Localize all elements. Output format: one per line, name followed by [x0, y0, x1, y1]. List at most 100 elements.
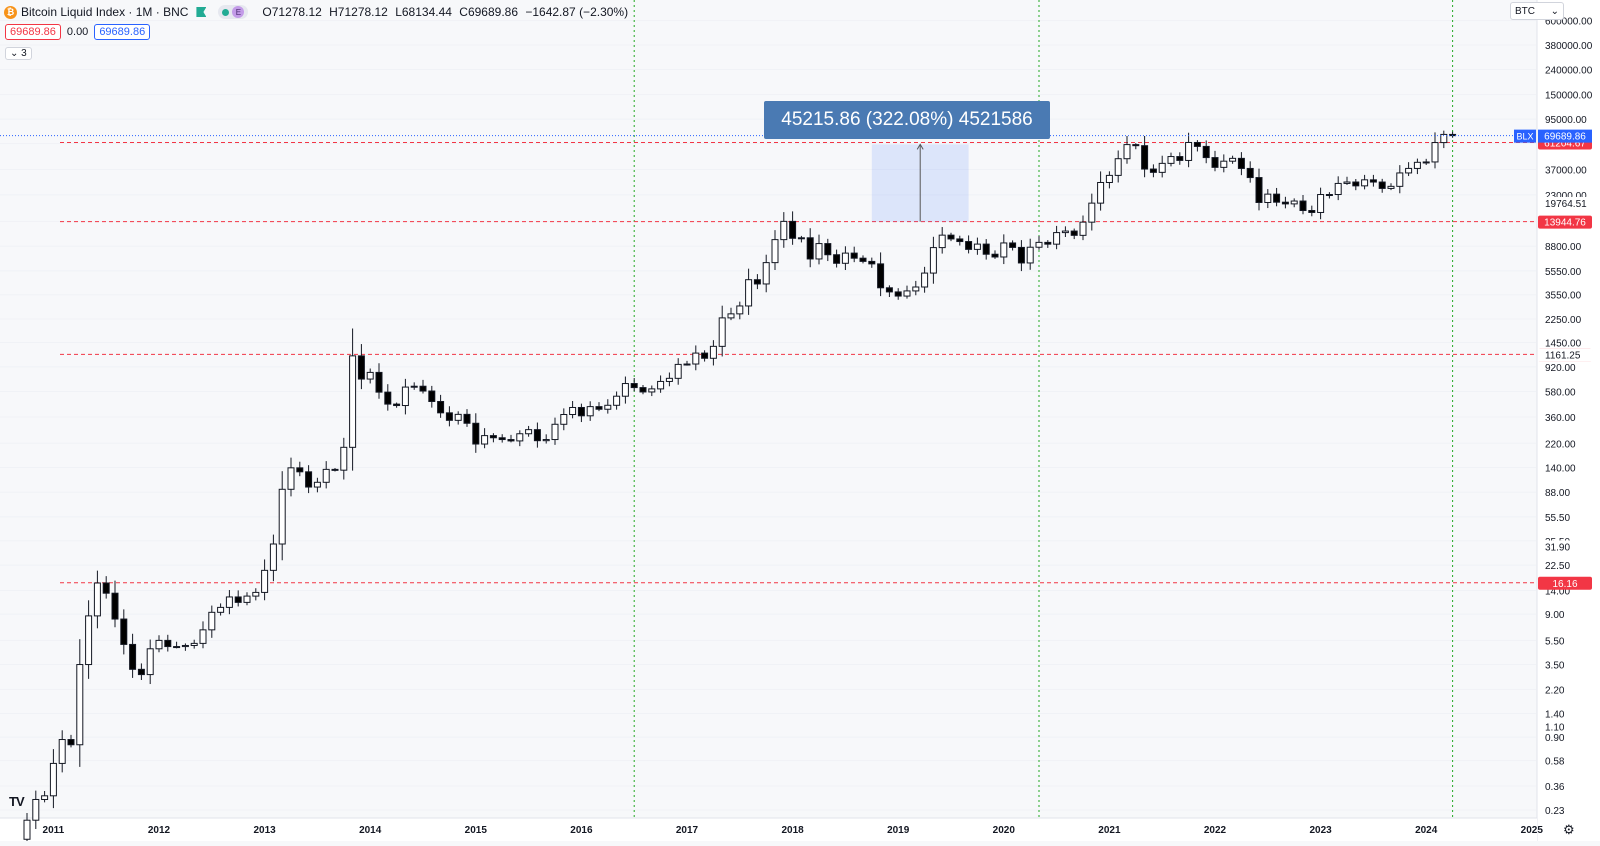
symbol-title[interactable]: Bitcoin Liquid Index · 1M · BNC: [21, 5, 189, 19]
candle-body: [569, 406, 577, 416]
candle-body: [516, 433, 524, 442]
candle: [349, 328, 357, 471]
measure-tool: [871, 143, 969, 222]
candle-body: [692, 352, 700, 365]
currency-select[interactable]: BTC ⌄: [1510, 2, 1564, 20]
candle-body: [76, 664, 84, 746]
symbol-badge: [1514, 129, 1536, 143]
candle-body: [709, 345, 717, 359]
candle-body: [1061, 230, 1069, 234]
candle: [1246, 161, 1254, 183]
candle-body: [525, 429, 533, 435]
candle: [1026, 238, 1034, 270]
candle-body: [181, 644, 189, 648]
gear-icon[interactable]: ⚙: [1563, 822, 1575, 837]
candle: [1299, 194, 1307, 215]
symbol-badge-label: BLX: [1516, 132, 1533, 142]
candle: [137, 663, 145, 681]
buy-price-button[interactable]: 69689.86: [94, 24, 151, 40]
candle-body: [1088, 202, 1096, 223]
candle-body: [533, 429, 541, 442]
symbol-header[interactable]: ₿ Bitcoin Liquid Index · 1M · BNC E O712…: [4, 4, 632, 20]
x-tick-label: 2012: [148, 825, 171, 836]
bitcoin-icon: ₿: [4, 5, 17, 19]
candle-body: [613, 395, 621, 406]
x-tick-label: 2016: [570, 825, 593, 836]
y-tick-label: 0.58: [1545, 757, 1565, 768]
candle: [1123, 135, 1131, 164]
candle: [1369, 174, 1377, 187]
candle: [199, 621, 207, 649]
candle-body: [1114, 158, 1122, 176]
candle: [1290, 198, 1298, 208]
candle-body: [736, 305, 744, 315]
candle-body: [885, 287, 893, 293]
candle-body: [1290, 200, 1298, 205]
x-tick-label: 2011: [43, 825, 65, 836]
candle: [1141, 136, 1149, 178]
x-tick-label: 2018: [781, 825, 804, 836]
exchange-badge-icon: E: [232, 6, 245, 18]
candle: [859, 255, 867, 264]
candle-body: [58, 739, 66, 764]
x-axis-labels: 2011 2012 2013 2014 2015 2016 2017 2018 2019 2020…: [43, 825, 1544, 836]
status-badge[interactable]: E: [218, 5, 249, 19]
candle-body: [648, 388, 656, 393]
candle: [692, 345, 700, 371]
candle: [613, 391, 621, 410]
candle: [41, 790, 49, 803]
last-price-value: 69689.86: [1544, 132, 1586, 143]
candle: [586, 401, 594, 421]
candle: [357, 344, 365, 390]
candle-body: [32, 798, 40, 821]
candle: [111, 580, 119, 628]
candle: [454, 411, 462, 425]
candle-body: [349, 355, 357, 448]
candle-body: [243, 595, 251, 603]
x-tick-label: 2022: [1204, 825, 1227, 836]
tradingview-logo[interactable]: TV: [9, 794, 25, 809]
candle-body: [841, 252, 849, 264]
candle: [991, 250, 999, 259]
y-tick-label: 9.00: [1545, 610, 1565, 621]
ohlc-high: H71278.12: [329, 5, 388, 19]
candle-body: [384, 391, 392, 405]
indicators-toggle-button[interactable]: ⌄ 3: [5, 47, 32, 60]
candle-body: [1422, 161, 1430, 164]
sell-price-button[interactable]: 69689.86: [5, 24, 61, 40]
candle-body: [745, 279, 753, 307]
candle-body: [445, 412, 453, 421]
candle-body: [921, 272, 929, 288]
candle: [296, 461, 304, 477]
candle-body: [1176, 156, 1184, 161]
x-tick-label: 2013: [253, 825, 276, 836]
candle-body: [1229, 157, 1237, 162]
candle-body: [129, 643, 137, 670]
candle: [1229, 155, 1237, 164]
candle-body: [859, 257, 867, 262]
candle-body: [49, 762, 57, 797]
level-value: 16.16: [1552, 579, 1577, 590]
candles: [23, 130, 1457, 846]
candle-body: [657, 380, 665, 390]
axis-marker-value: 19764.51: [1545, 199, 1587, 210]
candle: [23, 812, 31, 846]
candle-body: [1097, 181, 1105, 204]
candle: [797, 235, 805, 243]
candle-body: [1185, 141, 1193, 161]
candle-body: [41, 795, 49, 800]
candle-body: [797, 237, 805, 240]
y-tick-label: 8800.00: [1545, 242, 1582, 253]
y-tick-label: 140.00: [1545, 463, 1576, 474]
candle: [956, 235, 964, 246]
candle-body: [164, 639, 172, 648]
candle-body: [815, 243, 823, 260]
candle: [648, 385, 656, 397]
candle-body: [833, 254, 841, 264]
candle: [806, 228, 814, 268]
candle: [437, 394, 445, 418]
y-tick-label: 0.36: [1545, 782, 1565, 793]
x-tick-label: 2024: [1415, 825, 1438, 836]
candle: [1185, 132, 1193, 168]
grid-lines: [0, 20, 1536, 811]
